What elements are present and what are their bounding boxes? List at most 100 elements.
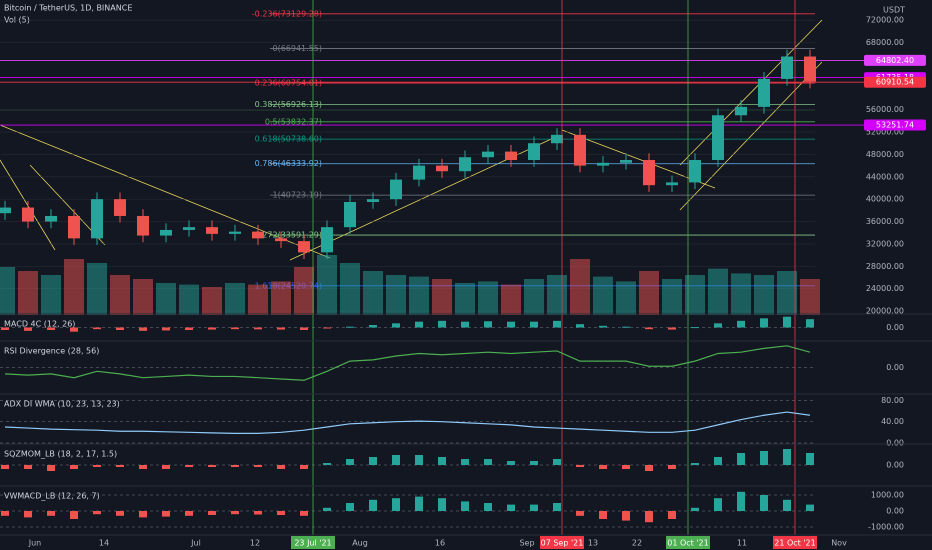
histogram-bar [622, 511, 630, 521]
indicator-tick-label: 0.00 [886, 323, 904, 332]
histogram-bar [93, 327, 101, 330]
volume-bar [340, 263, 360, 315]
histogram-bar [438, 498, 446, 511]
volume-bar [501, 284, 521, 315]
histogram-bar [47, 327, 55, 330]
histogram-bar [507, 461, 515, 465]
volume-bar [386, 275, 406, 315]
fib-label: 0.5(53832.37) [265, 117, 322, 126]
histogram-bar [461, 459, 469, 465]
candle-body [597, 162, 609, 166]
candle-body [367, 199, 379, 202]
y-tick-label: 68000.00 [866, 38, 904, 47]
candle-body [758, 78, 770, 107]
candle-body [160, 229, 172, 236]
indicator-tick-label: 0.00 [886, 507, 904, 516]
x-tick-label: 11 [737, 539, 747, 548]
fib-label: 1.272(33591.29) [255, 231, 322, 240]
date-marker [291, 536, 335, 549]
histogram-bar [47, 511, 55, 516]
histogram-bar [93, 465, 101, 467]
indicator-tick-label: -1000.00 [868, 523, 904, 532]
histogram-bar [116, 327, 124, 330]
indicator-name: RSI Divergence (28, 56) [4, 347, 99, 356]
candle-body [804, 56, 816, 82]
candle-body [22, 207, 34, 222]
x-tick-label: Sep [519, 539, 534, 548]
volume-bar [455, 283, 475, 315]
histogram-bar [484, 503, 492, 511]
histogram-bar [277, 465, 285, 469]
histogram-bar [231, 327, 239, 330]
histogram-bar [737, 320, 745, 328]
candle-body [321, 227, 333, 253]
histogram-bar [162, 465, 170, 469]
histogram-bar [783, 316, 791, 328]
fib-label: 0.786(46333.92) [255, 159, 322, 168]
histogram-bar [346, 503, 354, 511]
symbol-title: Bitcoin / TetherUS, 1D, BINANCE [4, 4, 132, 13]
fib-label: -0.236(73129.28) [252, 9, 322, 18]
volume-bar [754, 275, 774, 315]
histogram-bar [277, 511, 285, 515]
histogram-bar [599, 465, 607, 469]
histogram-bar [277, 327, 285, 330]
y-tick-label: 56000.00 [866, 105, 904, 114]
histogram-bar [806, 504, 814, 511]
histogram-bar [231, 511, 239, 515]
volume-bar [547, 275, 567, 315]
histogram-bar [599, 511, 607, 519]
histogram-bar [392, 455, 400, 465]
histogram-bar [70, 465, 78, 469]
indicator-line [4, 411, 811, 434]
x-tick-label: 13 [588, 539, 598, 548]
x-tick-label: 12 [250, 539, 260, 548]
histogram-bar [415, 321, 423, 328]
histogram-bar [392, 498, 400, 511]
indicator-name: ADX DI WMA (10, 23, 13, 23) [4, 400, 120, 409]
volume-bar [87, 263, 107, 315]
y-tick-label: 40000.00 [866, 195, 904, 204]
volume-bar [41, 275, 61, 315]
indicator-tick-label: 0.00 [886, 439, 904, 448]
histogram-bar [300, 511, 308, 516]
date-marker-label: 21 Oct '21 [774, 539, 815, 548]
indicator-name: MACD 4C (12, 26) [4, 320, 75, 329]
histogram-bar [645, 511, 653, 523]
histogram-bar [415, 455, 423, 465]
candle-body [91, 199, 103, 239]
histogram-bar [668, 327, 676, 330]
volume-bar [64, 259, 84, 315]
histogram-bar [576, 511, 584, 516]
candle-body [551, 134, 563, 144]
histogram-bar [24, 511, 32, 518]
histogram-bar [438, 457, 446, 465]
volume-bar [432, 279, 452, 315]
histogram-bar [461, 501, 469, 511]
y-tick-label: 24000.00 [866, 284, 904, 293]
price-tag [864, 76, 926, 88]
histogram-bar [254, 327, 262, 330]
histogram-bar [760, 495, 768, 511]
histogram-bar [714, 323, 722, 328]
histogram-bar [622, 465, 630, 469]
histogram-bar [622, 326, 630, 328]
date-marker-label: 07 Sep '21 [541, 539, 584, 548]
histogram-bar [645, 465, 653, 471]
histogram-bar [783, 449, 791, 465]
candle-body [344, 201, 356, 228]
candle-body [206, 227, 218, 234]
currency: USDT [883, 6, 905, 15]
histogram-bar [530, 504, 538, 511]
histogram-bar [599, 325, 607, 328]
histogram-bar [369, 457, 377, 465]
histogram-bar [70, 327, 78, 332]
histogram-bar [553, 503, 561, 511]
histogram-bar [1, 465, 9, 469]
fib-label: 0.382(56926.13) [255, 100, 322, 109]
histogram-bar [553, 320, 561, 328]
histogram-bar [691, 507, 699, 511]
x-tick-label: Nov [831, 539, 847, 548]
